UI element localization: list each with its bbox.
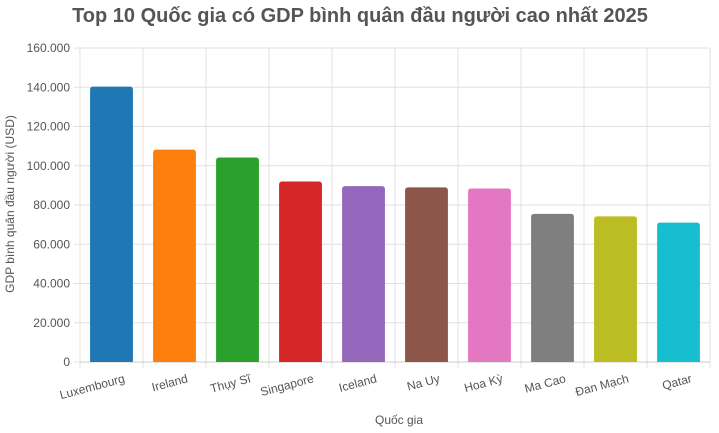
x-tick-label: Qatar	[661, 371, 694, 392]
x-tick-label: Na Uy	[405, 371, 441, 393]
bar-ireland[interactable]	[153, 149, 196, 362]
y-tick-label: 20.000	[33, 316, 70, 330]
bar-singapore[interactable]	[279, 181, 322, 362]
x-tick-label: Iceland	[337, 371, 378, 395]
x-axis-label: Quốc gia	[375, 413, 423, 427]
y-tick-label: 80.000	[33, 198, 70, 212]
bar-qatar[interactable]	[657, 222, 700, 362]
bar-na-uy[interactable]	[405, 187, 448, 362]
chart-title: Top 10 Quốc gia có GDP bình quân đầu ngư…	[72, 5, 648, 27]
y-tick-label: 0	[63, 355, 70, 369]
y-tick-label: 100.000	[27, 159, 71, 173]
y-tick-label: 40.000	[33, 277, 70, 291]
y-tick-label: 60.000	[33, 237, 70, 251]
bar-đan-mạch[interactable]	[594, 216, 637, 362]
x-tick-label: Đan Mạch	[574, 371, 630, 399]
x-tick-label: Luxembourg	[58, 371, 126, 402]
bar-ma-cao[interactable]	[531, 213, 574, 362]
y-tick-label: 120.000	[27, 120, 71, 134]
y-tick-label: 160.000	[27, 41, 71, 55]
bar-hoa-kỳ[interactable]	[468, 188, 511, 362]
y-axis-label: GDP bình quân đầu người (USD)	[3, 115, 17, 293]
bar-thụy-sĩ[interactable]	[216, 157, 259, 362]
bar-luxembourg[interactable]	[90, 86, 133, 362]
x-tick-label: Ma Cao	[523, 371, 568, 395]
x-tick-label: Ireland	[150, 371, 189, 394]
bar-iceland[interactable]	[342, 186, 385, 362]
x-tick-label: Hoa Kỳ	[463, 371, 505, 395]
y-axis-ticks: 0 20.000 40.000 60.000 80.000 100.000 120.000 1…	[27, 41, 71, 369]
x-axis-ticks: Luxembourg Ireland Thụy Sĩ Singapore Iceland…	[58, 371, 693, 402]
x-tick-label: Singapore	[259, 371, 316, 399]
y-tick-label: 140.000	[27, 80, 71, 94]
bars	[90, 86, 700, 362]
x-tick-label: Thụy Sĩ	[209, 371, 253, 395]
